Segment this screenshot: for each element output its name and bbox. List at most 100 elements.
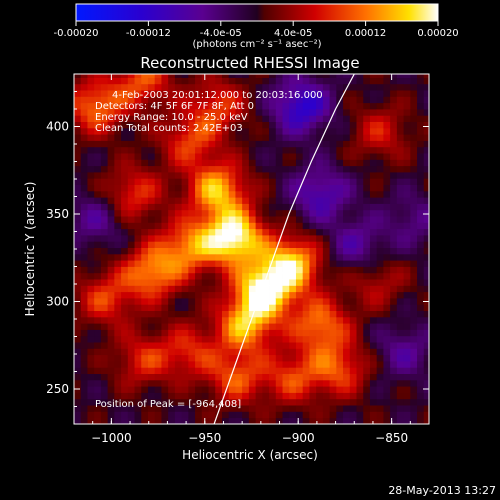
heatmap-cell — [282, 127, 290, 135]
heatmap-cell — [235, 379, 243, 387]
heatmap-cell — [309, 304, 317, 311]
heatmap-cell — [141, 228, 149, 236]
heatmap-cell — [168, 127, 176, 135]
heatmap-cell — [134, 90, 142, 97]
heatmap-cell — [147, 361, 156, 368]
heatmap-cell — [221, 165, 230, 173]
heatmap-cell — [417, 115, 425, 122]
heatmap-cell — [336, 121, 344, 129]
heatmap-cell — [228, 266, 236, 274]
heatmap-cell — [295, 159, 304, 167]
heatmap-cell — [235, 102, 243, 110]
heatmap-cell — [174, 373, 183, 381]
heatmap-cell — [363, 398, 371, 406]
heatmap-cell — [100, 140, 109, 148]
heatmap-cell — [221, 411, 230, 419]
heatmap-cell — [208, 140, 216, 148]
heatmap-cell — [100, 102, 109, 110]
heatmap-cell — [302, 247, 310, 255]
heatmap-cell — [74, 323, 82, 330]
heatmap-cell — [396, 247, 404, 255]
heatmap-cell — [255, 253, 263, 261]
heatmap-cell — [336, 184, 344, 192]
heatmap-cell — [100, 115, 109, 122]
heatmap-cell — [423, 316, 429, 324]
heatmap-cell — [369, 291, 378, 299]
heatmap-cell — [114, 298, 122, 305]
heatmap-cell — [215, 216, 223, 223]
heatmap-cell — [80, 310, 88, 318]
heatmap-cell — [208, 109, 216, 116]
heatmap-cell — [195, 386, 203, 393]
heatmap-cell — [208, 291, 216, 299]
heatmap-cell — [147, 354, 156, 362]
heatmap-cell — [343, 228, 351, 236]
heatmap-cell — [87, 109, 95, 116]
heatmap-cell — [221, 153, 230, 160]
heatmap-cell — [302, 197, 310, 204]
heatmap-cell — [282, 279, 290, 286]
heatmap-cell — [221, 74, 230, 78]
heatmap-cell — [181, 209, 189, 217]
heatmap-cell — [248, 316, 257, 324]
heatmap-cell — [309, 253, 317, 261]
heatmap-cell — [154, 386, 162, 393]
heatmap-cell — [295, 260, 304, 267]
heatmap-cell — [107, 392, 115, 400]
heatmap-cell — [289, 417, 297, 424]
heatmap-cell — [390, 96, 398, 104]
heatmap-cell — [282, 298, 290, 305]
heatmap-cell — [410, 354, 418, 362]
heatmap-cell — [282, 216, 290, 223]
heatmap-cell — [208, 241, 216, 248]
heatmap-cell — [309, 392, 317, 400]
heatmap-cell — [80, 411, 88, 419]
heatmap-cell — [114, 285, 122, 293]
heatmap-cell — [295, 165, 304, 173]
heatmap-cell — [336, 361, 344, 368]
heatmap-cell — [316, 203, 324, 211]
heatmap-cell — [410, 361, 418, 368]
heatmap-cells — [74, 74, 429, 424]
heatmap-cell — [262, 411, 270, 419]
heatmap-cell — [248, 342, 257, 349]
heatmap-cell — [289, 279, 297, 286]
heatmap-cell — [100, 272, 109, 280]
heatmap-cell — [87, 222, 95, 230]
heatmap-cell — [201, 184, 209, 192]
heatmap-cell — [74, 222, 82, 230]
heatmap-cell — [201, 298, 209, 305]
heatmap-cell — [74, 159, 82, 167]
heatmap-cell — [235, 266, 243, 274]
heatmap-cell — [316, 216, 324, 223]
heatmap-cell — [181, 241, 189, 248]
heatmap-cell — [302, 373, 310, 381]
heatmap-cell — [100, 197, 109, 204]
heatmap-cell — [289, 222, 297, 230]
heatmap-cell — [228, 304, 236, 311]
heatmap-cell — [309, 222, 317, 230]
heatmap-cell — [410, 342, 418, 349]
heatmap-cell — [396, 241, 404, 248]
heatmap-cell — [188, 165, 196, 173]
heatmap-cell — [262, 316, 270, 324]
heatmap-cell — [107, 140, 115, 148]
heatmap-cell — [208, 134, 216, 141]
heatmap-cell — [390, 184, 398, 192]
heatmap-cell — [410, 159, 418, 167]
heatmap-cell — [336, 411, 344, 419]
heatmap-cell — [107, 354, 115, 362]
heatmap-cell — [343, 178, 351, 185]
heatmap-cell — [248, 172, 257, 179]
heatmap-cell — [275, 235, 283, 242]
heatmap-cell — [107, 367, 115, 374]
heatmap-cell — [242, 203, 250, 211]
heatmap-cell — [369, 146, 378, 154]
heatmap-cell — [168, 310, 176, 318]
heatmap-cell — [215, 310, 223, 318]
heatmap-cell — [262, 109, 270, 116]
heatmap-cell — [161, 178, 169, 185]
heatmap-cell — [242, 342, 250, 349]
heatmap-cell — [269, 361, 277, 368]
